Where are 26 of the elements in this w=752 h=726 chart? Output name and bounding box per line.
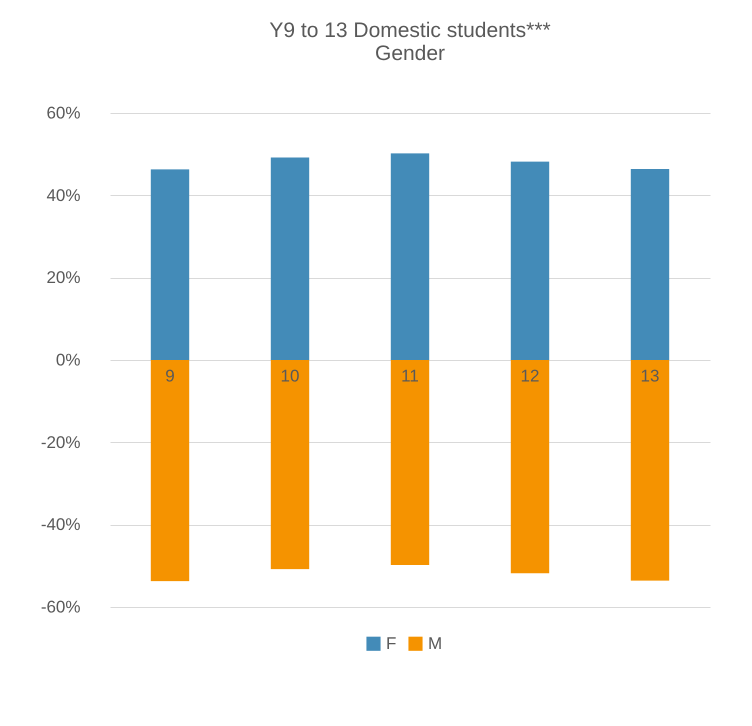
bar [630, 360, 670, 581]
y-tick-label: 0% [56, 350, 80, 370]
y-tick-label: -20% [40, 432, 80, 452]
x-tick-label: 9 [165, 366, 175, 386]
y-tick-label: -60% [40, 598, 80, 616]
legend-label: M [428, 634, 442, 653]
y-tick-label: 60% [46, 104, 80, 122]
legend-label: F [386, 634, 396, 653]
x-tick-label: 10 [280, 366, 300, 386]
x-tick-label: 13 [640, 366, 660, 386]
bar [390, 153, 430, 360]
x-tick-label: 11 [401, 366, 419, 386]
text: Y9 to 13 Domestic students*** [269, 19, 551, 42]
text: Gender [374, 42, 446, 65]
bar [630, 168, 670, 360]
bar [510, 360, 550, 574]
x-tick-label: 12 [520, 366, 540, 386]
bar [510, 162, 550, 360]
y-tick-label: -40% [40, 515, 80, 534]
bar [270, 157, 310, 360]
y-tick-label: 20% [46, 268, 80, 288]
y-tick-label: 40% [46, 186, 80, 205]
bar [390, 360, 430, 566]
bar [150, 169, 190, 360]
bar [150, 360, 190, 582]
bar [270, 360, 310, 570]
